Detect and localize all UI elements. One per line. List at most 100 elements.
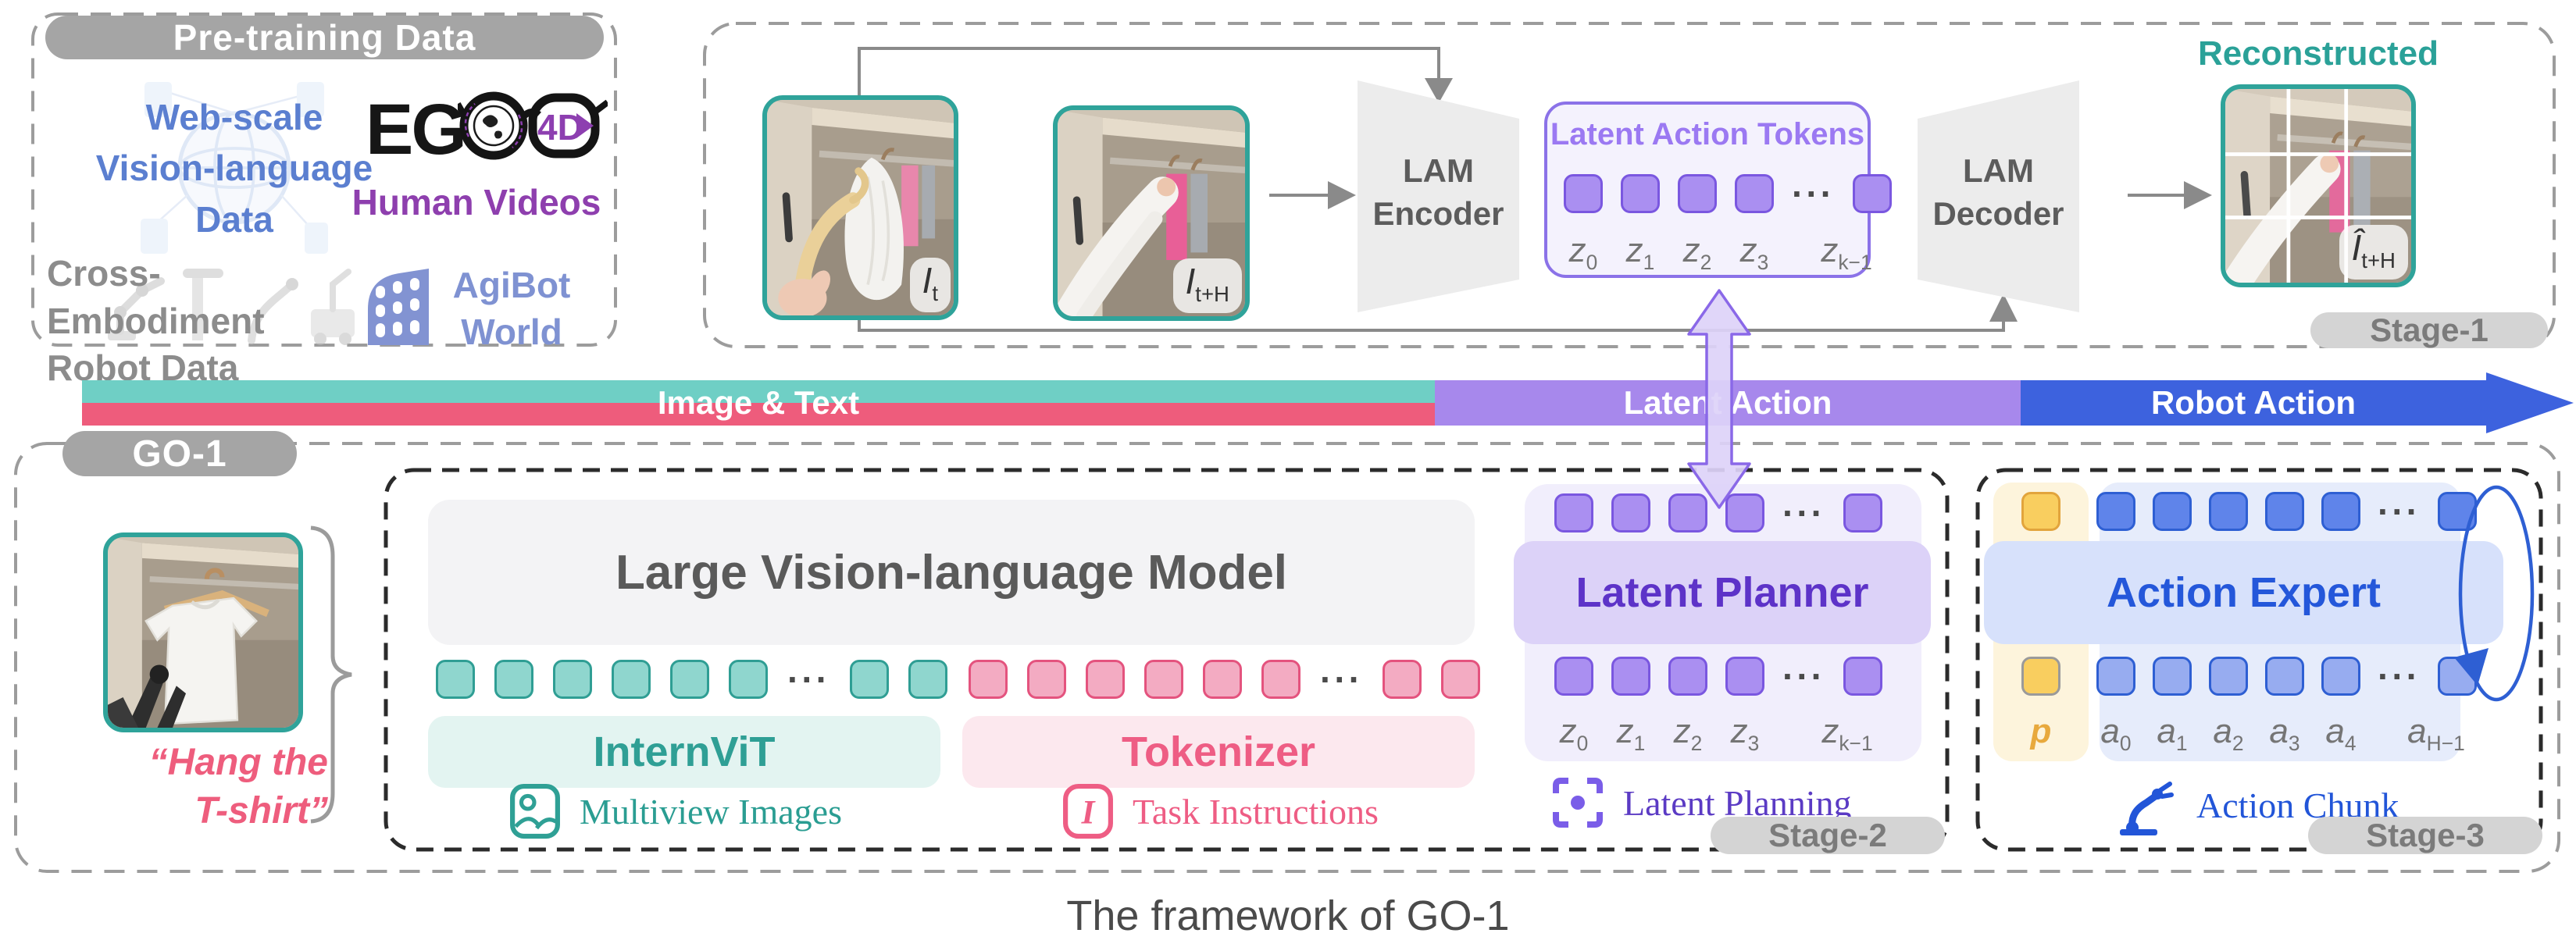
instruction-line2: T-shirt” <box>194 790 328 832</box>
zk1-label: zk−1 <box>1821 231 1872 274</box>
wardrobe-photo-input <box>108 537 298 728</box>
timeline-image-text-segment: Image & Text <box>82 380 1435 426</box>
lam-decoder-line2: Decoder <box>1932 194 2064 232</box>
cross-embodiment-line1: Cross-Embodiment <box>47 253 265 341</box>
visual-token <box>729 660 768 699</box>
latent-token <box>1564 174 1603 213</box>
p-label: p <box>2030 712 2052 750</box>
a1-label: a1 <box>2157 712 2188 755</box>
go1-badge-pill: GO-1 <box>62 431 297 476</box>
ego4d-glasses-icon: 4D <box>458 91 608 160</box>
arrowhead-into-recon <box>2184 181 2212 209</box>
a4-label: a4 <box>2325 712 2357 755</box>
planner-token <box>1843 493 1882 532</box>
proprio-token-out <box>2021 657 2060 696</box>
multiview-images-icon <box>510 783 560 839</box>
z0-label: z0 <box>1568 231 1598 274</box>
image-label-ith: It+H <box>1172 258 1242 313</box>
lam-decoder-label: LAM Decoder <box>1918 150 2079 235</box>
agibot-line2: World <box>461 311 562 352</box>
z3-label: z3 <box>1739 231 1769 274</box>
stage2-z1-label: z1 <box>1616 712 1646 755</box>
text-token <box>1144 660 1183 699</box>
text-token <box>1261 660 1300 699</box>
stage2-z0-label: z0 <box>1559 712 1589 755</box>
visual-token <box>553 660 592 699</box>
latent-token <box>1678 174 1717 213</box>
stage2-z2-label: z2 <box>1673 712 1703 755</box>
ellipsis-dots: ··· <box>2378 491 2421 532</box>
action-input-token-row: ··· <box>2096 492 2477 531</box>
latent-action-tokens-title: Latent Action Tokens <box>1550 117 1865 151</box>
latent-planning-icon <box>1553 778 1603 828</box>
multiview-caption-row: Multiview Images <box>509 782 842 840</box>
planner-token <box>1611 657 1650 696</box>
action-token-out <box>2265 657 2304 696</box>
connector-it-to-decoder-bottom <box>858 312 2005 332</box>
planner-token <box>1554 657 1593 696</box>
web-scale-line1: Web-scale <box>145 97 323 137</box>
stage2-badge: Stage-2 <box>1711 817 1945 854</box>
planner-token <box>1611 493 1650 532</box>
ellipsis-dots: ··· <box>2378 656 2421 696</box>
ellipsis-dots: ··· <box>1782 656 1825 696</box>
stage1-badge: Stage-1 <box>2310 312 2548 348</box>
cross-embodiment-label: Cross-Embodiment Robot Data <box>47 250 375 392</box>
planner-token <box>1843 657 1882 696</box>
vlm-box: Large Vision-language Model <box>428 500 1475 645</box>
visual-token <box>612 660 651 699</box>
action-token-out <box>2321 657 2360 696</box>
planner-output-token-row: ··· <box>1554 657 1882 696</box>
proprio-token <box>2021 492 2060 531</box>
action-token-out <box>2096 657 2135 696</box>
agibot-colosseum-icon <box>368 269 429 345</box>
ego4d-logo: EG 4D <box>366 75 608 176</box>
planner-token <box>1725 657 1764 696</box>
task-caption-row: I Task Instructions <box>1062 782 1379 840</box>
text-token <box>1382 660 1422 699</box>
agibot-world-label: AgiBot World <box>426 262 598 356</box>
observation-image-it: It <box>762 95 958 320</box>
visual-token <box>670 660 709 699</box>
image-label-it: It <box>909 257 951 312</box>
lam-encoder-line1: LAM <box>1403 152 1474 189</box>
text-token <box>969 660 1008 699</box>
text-token <box>1203 660 1242 699</box>
timeline-robot-action-segment: Robot Action <box>2021 380 2486 426</box>
action-token <box>2096 492 2135 531</box>
visual-token <box>494 660 533 699</box>
pretraining-title: Pre-training Data <box>173 17 476 58</box>
stage2-zk1-label: zk−1 <box>1821 712 1873 755</box>
ego4d-logo-eg-text: EG <box>366 90 467 169</box>
action-token <box>2209 492 2248 531</box>
action-token <box>2321 492 2360 531</box>
human-videos-label: Human Videos <box>351 182 601 223</box>
visual-token <box>436 660 475 699</box>
reconstructed-image: Ît+H <box>2221 84 2416 287</box>
arrowhead-into-decoder-bottom <box>1989 294 2018 322</box>
latent-token <box>1735 174 1774 213</box>
pretraining-title-pill: Pre-training Data <box>45 16 604 59</box>
action-token-out <box>2153 657 2192 696</box>
action-token-out <box>2209 657 2248 696</box>
text-token-row: ··· <box>969 660 1480 699</box>
text-token <box>1086 660 1125 699</box>
visual-token <box>908 660 947 699</box>
timeline-pink-half <box>82 403 1435 426</box>
arrowhead-into-encoder-top <box>1425 78 1453 103</box>
action-token <box>2153 492 2192 531</box>
planner-token <box>1668 493 1707 532</box>
action-expert-box: Action Expert <box>1984 541 2503 644</box>
z1-label: z1 <box>1625 231 1655 274</box>
planner-token <box>1554 493 1593 532</box>
action-token <box>2265 492 2304 531</box>
a2-label: a2 <box>2213 712 2244 755</box>
observation-image-ith: It+H <box>1053 105 1250 321</box>
lam-decoder-line1: LAM <box>1963 152 2034 189</box>
go1-badge: GO-1 <box>132 433 227 475</box>
latent-token <box>1852 174 1892 213</box>
z2-label: z2 <box>1682 231 1712 274</box>
timeline-image-text-label: Image & Text <box>657 384 860 421</box>
instruction-text: “Hang the T-shirt” <box>86 739 328 836</box>
